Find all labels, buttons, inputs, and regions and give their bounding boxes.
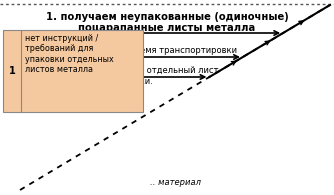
Text: нет инструкций /
требований для
упаковки отдельных
листов металла: нет инструкций / требований для упаковки… — [25, 34, 114, 74]
Text: металла поверх упаковки.: металла поверх упаковки. — [35, 77, 153, 86]
FancyBboxPatch shape — [3, 30, 143, 112]
Text: 1: 1 — [9, 66, 15, 76]
Text: поцарапанные листы металла: поцарапанные листы металла — [78, 23, 256, 33]
Text: ․․ материал: ․․ материал — [150, 178, 200, 187]
Text: Царапины возникают во время транспортировки: Царапины возникают во время транспортиро… — [19, 46, 237, 55]
Text: Поставщик просто ложит отдельный лист: Поставщик просто ложит отдельный лист — [30, 66, 218, 75]
Text: 1. получаем неупакованные (одиночные): 1. получаем неупакованные (одиночные) — [46, 12, 288, 22]
